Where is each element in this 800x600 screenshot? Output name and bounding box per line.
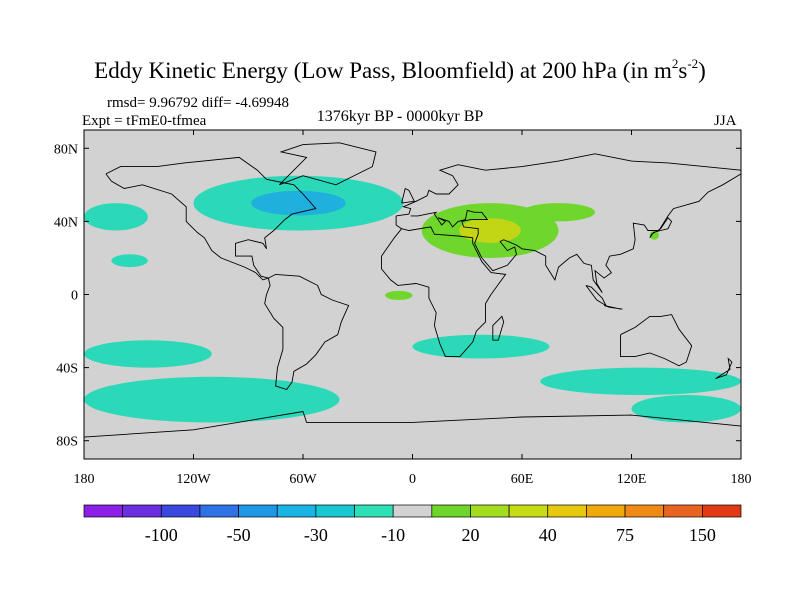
- colorbar-swatch: [199, 504, 239, 518]
- colorbar-swatch: [276, 504, 317, 518]
- anomaly-region-4: [522, 203, 595, 222]
- anomaly-region-5: [385, 290, 413, 300]
- lat-tick-label: 40N: [54, 215, 78, 230]
- colorbar-label: 40: [539, 525, 557, 545]
- colorbar-label: -30: [304, 525, 328, 545]
- coastline-12: [492, 315, 505, 341]
- lon-tick-label: 120E: [617, 472, 647, 487]
- colorbar-swatch: [702, 504, 742, 518]
- coastline-9: [649, 216, 673, 239]
- coastline-11: [603, 305, 623, 310]
- lon-tick-label: 120W: [176, 472, 211, 487]
- lon-tick-label: 0: [409, 472, 416, 487]
- lon-tick-label: 180: [731, 472, 752, 487]
- coastline-2: [381, 215, 507, 358]
- anomaly-region-9: [84, 376, 340, 423]
- lat-tick-label: 0: [71, 289, 78, 304]
- colorbar-swatch: [624, 504, 665, 518]
- colorbar-swatch: [470, 504, 510, 518]
- map-plot-area: [84, 130, 741, 459]
- lat-tick-label: 80N: [54, 142, 78, 157]
- anomaly-region-7: [84, 340, 212, 368]
- experiment-label: Expt = tFmE0-tfmea: [82, 113, 207, 129]
- colorbar-label: 20: [461, 525, 479, 545]
- colorbar: -100 -50 -30 -10 20 40 75 150: [83, 504, 742, 545]
- coastlines: [83, 142, 742, 438]
- coastline-13: [715, 357, 733, 380]
- colorbar-swatch: [238, 504, 278, 518]
- colorbar-swatch: [83, 504, 123, 518]
- coastline-5: [410, 209, 489, 244]
- coastline-4: [474, 173, 742, 293]
- colorbar-swatch: [392, 504, 433, 518]
- coastline-0: [105, 156, 317, 281]
- anomaly-core-0: [251, 190, 346, 216]
- statistics-label: rmsd= 9.96792 diff= -4.69948: [107, 95, 290, 111]
- colorbar-label: -100: [145, 525, 178, 545]
- colorbar-swatch: [315, 504, 355, 518]
- colorbar-swatch: [160, 504, 201, 518]
- anomaly-region-6: [649, 230, 659, 240]
- colorbar-label: -50: [227, 525, 251, 545]
- lat-tick-label: 80S: [56, 435, 78, 450]
- lat-tick-label: 40S: [56, 362, 78, 377]
- colorbar-swatch: [122, 504, 162, 518]
- anomaly-region-1: [84, 203, 148, 231]
- map-title: Eddy Kinetic Energy (Low Pass, Bloomfiel…: [94, 56, 706, 83]
- colorbar-swatch: [547, 504, 587, 518]
- colorbar-swatch: [663, 504, 703, 518]
- coastline-10: [585, 284, 607, 307]
- lon-tick-label: 60W: [289, 472, 317, 487]
- anomaly-core-3: [459, 218, 521, 243]
- season-label: JJA: [714, 113, 737, 129]
- colorbar-swatch: [431, 504, 471, 518]
- coastline-8: [401, 187, 415, 204]
- coastline-14: [83, 410, 742, 438]
- colorbar-label: 75: [616, 525, 634, 545]
- anomaly-region-2: [111, 254, 148, 268]
- colorbar-label: -10: [381, 525, 405, 545]
- colorbar-swatch: [586, 504, 626, 518]
- lon-tick-label: 60E: [511, 472, 534, 487]
- colorbar-label: 150: [689, 525, 716, 545]
- anomaly-region-10: [540, 367, 741, 396]
- lon-tick-label: 180: [74, 472, 95, 487]
- coastline-7: [620, 314, 693, 367]
- coastline-6: [278, 142, 377, 186]
- axis-ticks: 80N 40N 0 40S 80S 180 120W 60W 0 60E 120E 180: [54, 130, 752, 487]
- period-label: 1376kyr BP - 0000kyr BP: [316, 108, 484, 125]
- colorbar-swatch: [354, 504, 394, 518]
- colorbar-swatch: [508, 504, 549, 518]
- coastline-3: [396, 153, 742, 217]
- anomaly-region-8: [412, 334, 550, 359]
- coastline-1: [264, 273, 350, 391]
- anomaly-region-11: [631, 395, 741, 423]
